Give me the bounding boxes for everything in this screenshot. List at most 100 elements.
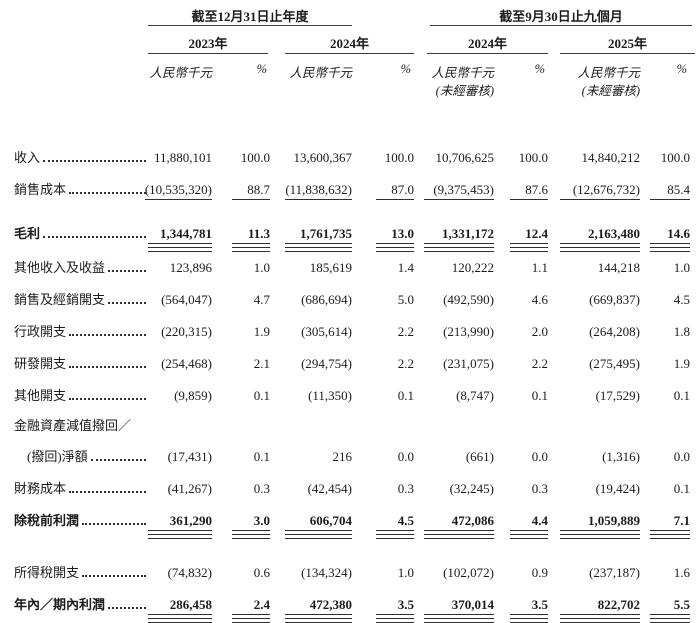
amount-cell: 286,458 [148,596,212,623]
double-rule [650,534,690,539]
percent-value: 0.1 [531,388,548,403]
amount-value: 120,222 [451,260,494,275]
amount-cell: 472,380 [270,596,352,623]
amount-value: (17,431) [167,449,212,464]
amount-cell: (661) [414,448,494,466]
row-label: 財務成本 [14,480,148,497]
amount-value: (74,832) [167,565,212,580]
dot-leader [43,236,146,238]
amount-cell: 10,706,625 [414,149,495,167]
percent-value: 2.2 [531,356,548,371]
percent-cell: 4.5 [352,512,414,539]
percent-cell: 2.4 [212,596,270,623]
table-row: 除稅前利潤 361,290 3.0 606,704 4.5 472,086 4.4 1,059… [14,512,690,539]
double-rule [424,534,494,539]
double-rule [376,618,414,623]
percent-value: 4.7 [253,292,270,307]
percent-cell: 0.1 [212,387,270,405]
amount-value: (213,990) [443,324,494,339]
amount-value: 361,290 [148,512,212,531]
percent-cell: 13.0 [352,225,414,252]
pct-label-2023: % [256,62,267,76]
dot-leader [69,366,146,368]
amount-cell: 123,896 [148,259,212,277]
percent-value: 4.6 [531,292,548,307]
percent-value: 0.0 [531,449,548,464]
table-row: 毛利 1,344,781 11.3 1,761,735 13.0 1,331,172 12.… [14,225,690,252]
amount-cell: (74,832) [148,564,212,582]
percent-value: 1.1 [531,260,548,275]
table-header: 截至12月31日止年度 截至9月30日止九個月 2023年 2024年 2024… [0,0,700,135]
percent-value: 87.0 [376,181,414,200]
amount-value: 123,896 [169,260,212,275]
double-rule [424,618,494,623]
percent-cell: 1.0 [212,259,270,277]
table-row: 銷售及經銷開支 (564,047) 4.7 (686,694) 5.0 (492,590)… [14,291,690,309]
year-2025-9m-label: 2025年 [607,36,647,51]
amount-value: (17,529) [595,388,640,403]
row-label-text: 其他開支 [14,388,67,403]
percent-cell: 0.6 [212,564,270,582]
percent-cell: 4.6 [494,291,548,309]
percent-cell: 0.1 [640,387,690,405]
row-label: 年內／期內利潤 [14,596,148,613]
double-rule [148,247,212,252]
amount-value: 185,619 [309,260,352,275]
percent-value: 0.1 [673,388,690,403]
amount-value: (1,316) [602,449,640,464]
percent-value: 5.5 [650,596,690,615]
amount-cell: (8,747) [414,387,494,405]
percent-value: 85.4 [650,181,690,200]
percent-value: 4.5 [673,292,690,307]
percent-value: 0.1 [253,388,270,403]
table-row: 所得稅開支 (74,832) 0.6 (134,324) 1.0 (102,072) 0.9… [14,564,690,582]
table-row: (撥回)淨額 (17,431) 0.1 216 0.0 (661) 0.0 (1,316) 0.… [14,448,690,466]
percent-value: 88.7 [232,181,270,200]
amount-cell: (19,424) [548,480,640,498]
percent-value: 100.0 [660,150,690,165]
row-label-text: 財務成本 [14,481,67,496]
amount-value: (661) [465,449,494,464]
double-rule [232,534,270,539]
percent-cell: 87.0 [352,181,414,200]
row-label: 研發開支 [14,355,148,372]
amount-cell: (254,468) [148,355,212,373]
dot-leader [90,459,146,461]
percent-value: 0.1 [673,481,690,496]
amount-value: (254,468) [161,356,212,371]
percent-cell: 1.9 [640,355,690,373]
amount-value: 144,218 [597,260,640,275]
row-label: 所得稅開支 [14,564,148,581]
percent-cell: 1.8 [640,323,690,341]
amount-value: (305,614) [301,324,352,339]
table-row: 收入 11,880,101 100.0 13,600,367 100.0 10,706,6… [14,149,690,167]
amount-value: 14,840,212 [581,150,641,165]
unit-label-2025-9m: 人民幣千元 [577,66,640,80]
percent-cell: 2.2 [494,355,548,373]
amount-value: 1,761,735 [285,225,352,244]
percent-value: 7.1 [650,512,690,531]
amount-value: 822,702 [560,596,640,615]
amount-value: (220,315) [161,324,212,339]
row-label: 行政開支 [14,323,148,340]
row-label-text: 研發開支 [14,356,67,371]
pct-label-2024: % [400,62,411,76]
amount-value: (564,047) [161,292,212,307]
amount-cell: (1,316) [548,448,640,466]
amount-cell: 1,059,889 [548,512,640,539]
amount-value: (11,838,632) [285,181,352,200]
amount-value: 10,706,625 [435,150,495,165]
percent-cell: 0.9 [494,564,548,582]
percent-cell: 5.0 [352,291,414,309]
year-2024-9m-rule [427,53,548,54]
dot-leader [108,607,146,609]
amount-cell: 11,880,101 [148,149,212,167]
percent-cell: 1.0 [352,564,414,582]
row-label-text: 所得稅開支 [14,565,80,580]
dot-leader [108,302,146,304]
amount-value: 1,331,172 [424,225,494,244]
amount-cell: 1,761,735 [270,225,352,252]
percent-cell: 1.9 [212,323,270,341]
double-rule [650,618,690,623]
percent-value: 5.0 [397,292,414,307]
